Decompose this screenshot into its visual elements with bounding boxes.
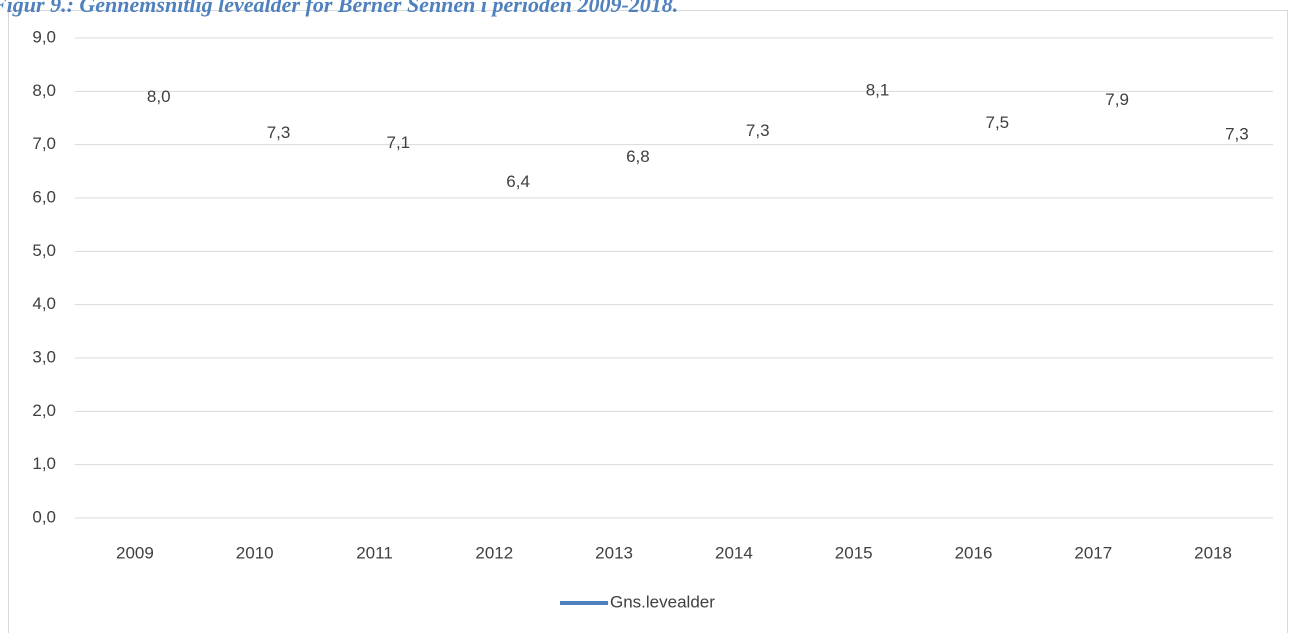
x-tick-label: 2013	[595, 543, 633, 562]
legend-label: Gns.levealder	[610, 592, 715, 611]
x-tick-label: 2012	[475, 543, 513, 562]
x-tick-label: 2014	[715, 543, 753, 562]
y-tick-label: 9,0	[32, 27, 56, 46]
x-tick-label: 2018	[1194, 543, 1232, 562]
x-tick-label: 2015	[835, 543, 873, 562]
x-tick-label: 2011	[356, 543, 393, 562]
y-tick-label: 6,0	[32, 187, 56, 206]
chart-border	[8, 10, 1288, 633]
data-label: 7,9	[1105, 90, 1129, 109]
y-tick-label: 0,0	[32, 507, 56, 526]
data-label: 7,1	[387, 133, 411, 152]
x-tick-label: 2009	[116, 543, 154, 562]
data-label: 6,4	[506, 172, 530, 191]
y-tick-label: 3,0	[32, 347, 56, 366]
data-label: 7,3	[1225, 124, 1249, 143]
y-tick-label: 1,0	[32, 454, 56, 473]
y-tick-label: 8,0	[32, 81, 56, 100]
chart-title: Figur 9.: Gennemsnitlig levealder for Be…	[0, 0, 678, 17]
data-label: 7,3	[746, 121, 770, 140]
data-label: 8,0	[147, 87, 171, 106]
y-tick-label: 5,0	[32, 241, 56, 260]
data-label: 7,3	[267, 123, 291, 142]
x-tick-label: 2010	[236, 543, 274, 562]
data-label: 7,5	[986, 113, 1010, 132]
y-tick-label: 4,0	[32, 294, 56, 313]
data-label: 6,8	[626, 147, 650, 166]
y-tick-label: 2,0	[32, 401, 56, 420]
y-tick-label: 7,0	[32, 134, 56, 153]
x-tick-label: 2016	[955, 543, 993, 562]
x-tick-label: 2017	[1074, 543, 1112, 562]
data-label: 8,1	[866, 81, 890, 100]
